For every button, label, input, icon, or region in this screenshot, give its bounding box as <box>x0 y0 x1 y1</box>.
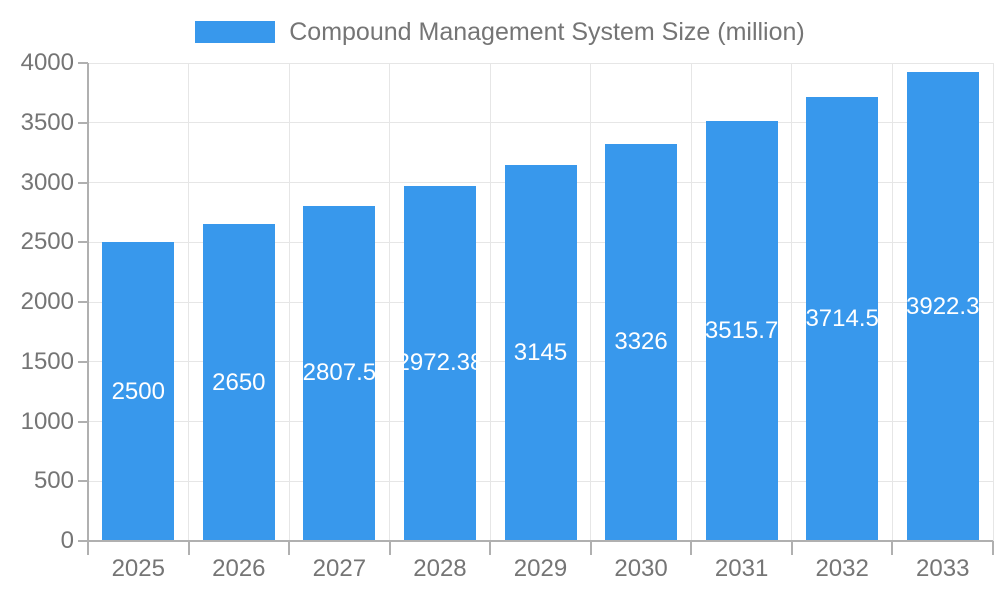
y-axis-label-500: 500 <box>33 467 74 495</box>
y-axis-tick <box>78 241 88 244</box>
y-axis-tick <box>78 420 88 423</box>
y-axis-tick <box>78 62 88 64</box>
x-axis-tick <box>690 541 693 555</box>
x-axis-tick <box>589 541 592 555</box>
gridline-vertical <box>489 63 491 541</box>
y-axis-label-2500: 2500 <box>20 228 74 256</box>
gridline-vertical <box>188 63 190 541</box>
gridline-vertical <box>791 63 793 541</box>
y-axis-label-0: 0 <box>60 527 74 554</box>
gridline-vertical <box>891 63 893 541</box>
x-axis-tick <box>489 541 492 555</box>
y-axis-tick <box>78 181 88 184</box>
bar-2032[interactable] <box>806 97 879 541</box>
x-axis-label-2025: 2025 <box>111 555 165 582</box>
x-axis-label-2026: 2026 <box>212 555 266 582</box>
x-axis-tick <box>992 541 994 555</box>
x-axis-label-2028: 2028 <box>413 555 467 582</box>
gridline-vertical <box>389 63 391 541</box>
gridline-horizontal <box>88 62 993 64</box>
x-axis-label-2032: 2032 <box>815 555 869 582</box>
bar-2027[interactable] <box>303 205 376 541</box>
bar-2025[interactable] <box>102 242 175 541</box>
y-axis-label-1000: 1000 <box>20 407 74 435</box>
gridline-vertical <box>288 63 290 541</box>
y-axis-label-1500: 1500 <box>20 347 74 375</box>
y-axis-tick <box>78 480 88 483</box>
y-axis-tick <box>78 540 88 542</box>
bar-2028[interactable] <box>403 185 476 541</box>
x-axis-tick <box>790 541 793 555</box>
legend-label: Compound Management System Size (million… <box>289 18 805 46</box>
legend-swatch <box>195 21 276 43</box>
x-axis-label-2029: 2029 <box>513 555 568 582</box>
y-axis-label-4000: 4000 <box>20 49 74 76</box>
bar-2029[interactable] <box>504 165 577 541</box>
gridline-horizontal <box>88 122 993 124</box>
y-axis-tick <box>78 360 88 363</box>
x-axis-label-2027: 2027 <box>312 555 367 582</box>
x-axis-label-2031: 2031 <box>714 555 769 582</box>
x-axis-tick <box>891 541 894 555</box>
plot-area: 0 500 1000 1500 2000 2500 3000 3500 4000 2025 2026… <box>21 51 994 582</box>
bar-2033[interactable] <box>906 72 979 541</box>
x-axis-line <box>87 540 993 542</box>
y-axis-line <box>87 63 89 541</box>
y-axis-tick <box>78 301 88 303</box>
x-axis-tick <box>87 541 89 555</box>
x-axis-tick <box>388 541 391 555</box>
y-axis-label-3000: 3000 <box>20 168 74 196</box>
y-axis-label-3500: 3500 <box>20 108 74 136</box>
bar-2026[interactable] <box>202 224 275 541</box>
bar-2031[interactable] <box>705 120 778 541</box>
gridline-vertical <box>992 63 994 541</box>
gridline-vertical <box>690 63 692 541</box>
gridline-vertical <box>590 63 592 541</box>
x-axis-tick <box>288 541 291 555</box>
bar-2030[interactable] <box>605 143 678 541</box>
x-axis-label-2030: 2030 <box>614 555 668 582</box>
y-axis-label-2000: 2000 <box>20 288 74 315</box>
legend[interactable]: Compound Management System Size (million… <box>0 18 1000 46</box>
y-axis-tick <box>78 121 88 124</box>
x-axis-tick <box>187 541 190 555</box>
x-axis-label-2033: 2033 <box>916 555 970 582</box>
